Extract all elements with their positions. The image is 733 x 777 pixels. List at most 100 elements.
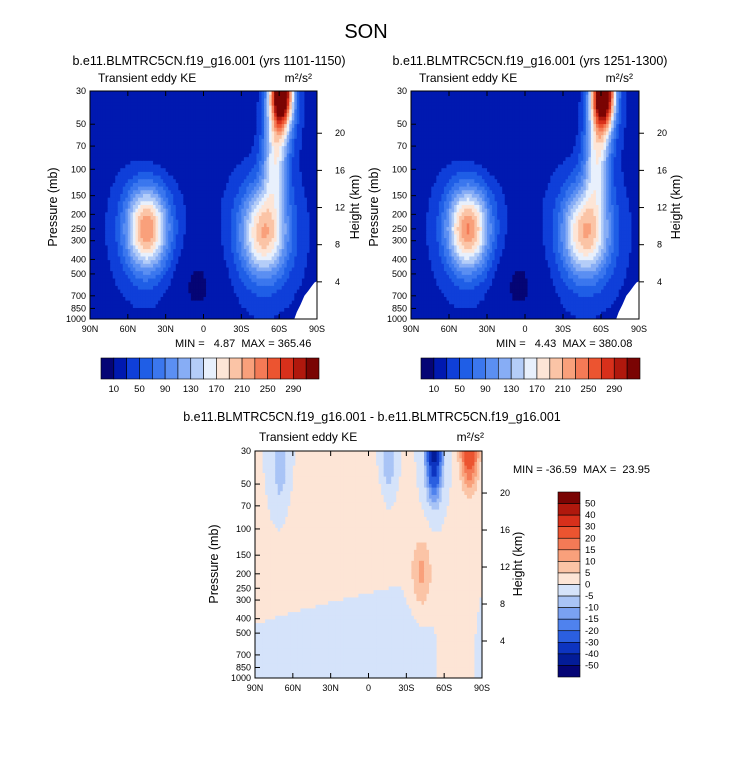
contour-cell	[90, 263, 94, 269]
contour-cell	[241, 205, 245, 210]
contour-cell	[190, 197, 195, 202]
contour-cell	[221, 252, 225, 258]
contour-cell	[236, 105, 240, 110]
contour-cell	[185, 249, 189, 254]
contour-cell	[115, 271, 119, 276]
contour-cell	[279, 216, 283, 221]
contour-cell	[107, 201, 111, 206]
contour-cell	[125, 205, 129, 210]
contour-cell	[218, 260, 222, 265]
contour-cell	[281, 153, 285, 158]
contour-cell	[148, 131, 152, 136]
contour-cell	[173, 149, 177, 155]
contour-cell	[145, 160, 149, 166]
contour-cell	[95, 212, 99, 217]
contour-cell	[284, 223, 288, 228]
contour-cell	[125, 171, 129, 177]
contour-cell	[264, 208, 268, 213]
contour-cell	[200, 190, 205, 195]
contour-cell	[216, 175, 220, 180]
contour-cell	[296, 102, 300, 107]
contour-cell	[238, 285, 242, 291]
contour-cell	[173, 227, 177, 232]
contour-cell	[238, 201, 242, 206]
contour-cell	[110, 227, 114, 232]
contour-cell	[95, 208, 99, 213]
contour-cell	[253, 98, 258, 103]
contour-cell	[95, 160, 99, 166]
contour-cell	[299, 245, 303, 250]
contour-cell	[127, 219, 131, 224]
contour-cell	[299, 182, 303, 188]
contour-cell	[200, 120, 205, 125]
contour-cell	[153, 212, 157, 217]
contour-cell	[170, 216, 174, 221]
contour-cell	[135, 157, 139, 162]
contour-cell	[264, 219, 268, 224]
contour-cell	[286, 230, 290, 236]
contour-cell	[180, 256, 184, 261]
contour-cell	[185, 98, 189, 103]
contour-cell	[163, 105, 167, 110]
contour-cell	[289, 289, 293, 294]
contour-cell	[107, 238, 111, 243]
contour-cell	[185, 274, 189, 280]
contour-cell	[311, 238, 316, 243]
contour-cell	[120, 153, 124, 158]
contour-cell	[226, 131, 230, 136]
contour-cell	[100, 120, 104, 125]
contour-cell	[132, 223, 136, 228]
contour-cell	[198, 153, 202, 158]
contour-cell	[253, 120, 258, 125]
contour-cell	[115, 175, 119, 180]
contour-cell	[125, 201, 129, 206]
contour-cell	[286, 105, 290, 110]
contour-cell	[102, 271, 106, 276]
contour-cell	[120, 267, 124, 272]
contour-cell	[213, 168, 217, 173]
contour-cell	[216, 256, 220, 261]
contour-cell	[127, 182, 131, 188]
contour-cell	[140, 219, 144, 224]
contour-cell	[160, 256, 164, 261]
contour-cell	[238, 179, 242, 184]
contour-cell	[115, 157, 119, 162]
contour-cell	[271, 116, 275, 122]
contour-cell	[198, 219, 202, 224]
contour-cell	[284, 131, 288, 136]
contour-cell	[253, 274, 258, 280]
contour-cell	[213, 164, 217, 169]
contour-cell	[216, 245, 220, 250]
contour-cell	[206, 216, 210, 221]
contour-cell	[241, 216, 245, 221]
contour-cell	[163, 249, 167, 254]
contour-cell	[246, 193, 250, 199]
contour-cell	[279, 138, 283, 144]
contour-cell	[264, 135, 268, 140]
contour-cell	[236, 278, 240, 283]
contour-cell	[195, 252, 200, 258]
contour-cell	[246, 120, 250, 125]
contour-cell	[190, 263, 195, 269]
contour-cell	[228, 113, 232, 118]
contour-cell	[206, 120, 210, 125]
contour-cell	[208, 135, 212, 140]
contour-cell	[231, 127, 235, 133]
contour-cell	[248, 149, 253, 155]
contour-cell	[286, 138, 290, 144]
contour-cell	[158, 256, 162, 261]
contour-cell	[168, 216, 172, 221]
contour-cell	[153, 168, 157, 173]
contour-cell	[266, 256, 270, 261]
contour-cell	[221, 113, 225, 118]
contour-cell	[203, 201, 207, 206]
contour-cell	[241, 109, 245, 114]
contour-cell	[200, 182, 205, 188]
contour-cell	[183, 135, 187, 140]
contour-cell	[221, 179, 225, 184]
contour-cell	[117, 157, 121, 162]
contour-cell	[266, 249, 270, 254]
contour-cell	[105, 182, 109, 188]
contour-cell	[258, 186, 263, 191]
contour-cell	[279, 109, 283, 114]
